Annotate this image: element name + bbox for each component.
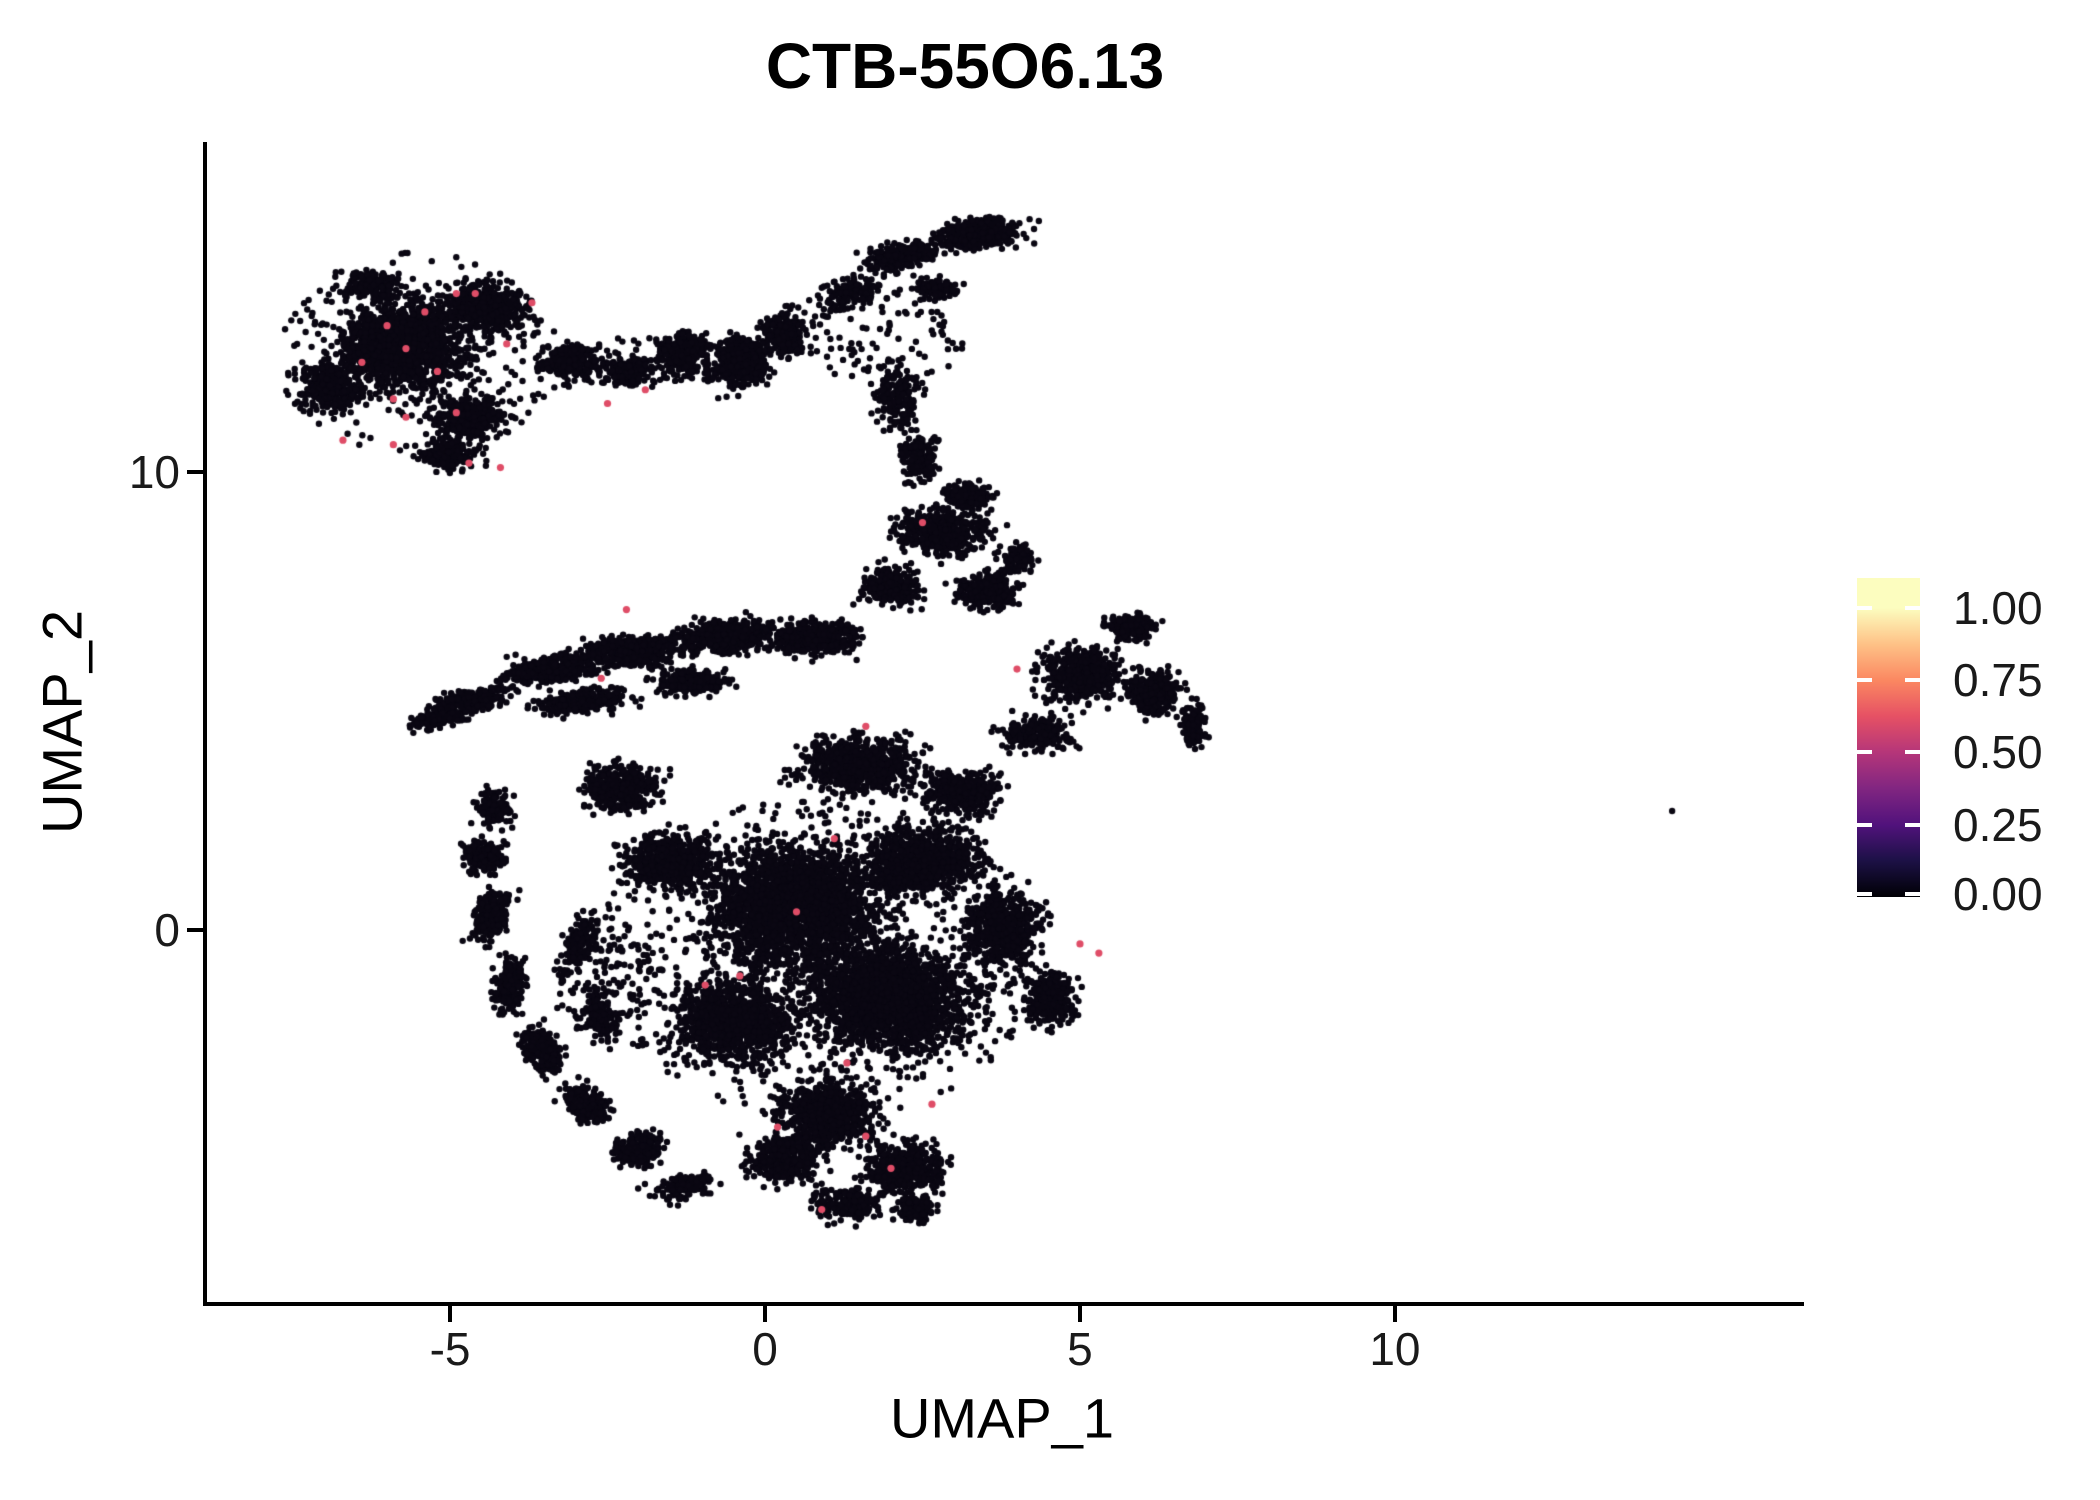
x-tick-mark <box>763 1306 767 1322</box>
colorbar-tick-notch <box>1857 891 1872 896</box>
y-axis-title: UMAP_2 <box>30 609 94 835</box>
x-tick-label: 5 <box>1067 1323 1093 1375</box>
colorbar-tick-notch <box>1857 749 1872 754</box>
y-tick-label: 0 <box>154 904 180 957</box>
colorbar-tick-label: 0.50 <box>1953 725 2043 778</box>
y-tick-label: 10 <box>128 446 180 499</box>
colorbar-legend <box>1857 578 1920 897</box>
colorbar-tick-label: 0.75 <box>1953 654 2043 707</box>
x-tick-mark <box>448 1306 453 1322</box>
colorbar-tick-label: 0.00 <box>1953 867 2043 920</box>
x-tick-label: 10 <box>1369 1323 1421 1375</box>
colorbar-tick-notch <box>1905 822 1920 827</box>
colorbar-tick-notch <box>1905 678 1920 683</box>
x-tick-mark <box>1077 1306 1082 1322</box>
colorbar-tick-notch <box>1857 822 1872 827</box>
x-axis-line <box>203 1302 1804 1306</box>
y-axis-line <box>203 142 207 1306</box>
figure-title: CTB-55O6.13 <box>765 30 1165 102</box>
y-tick-mark <box>187 928 203 933</box>
x-tick-label: 0 <box>752 1323 778 1375</box>
colorbar-tick-label: 0.25 <box>1953 798 2043 851</box>
colorbar-tick-notch <box>1857 605 1872 610</box>
colorbar-tick-notch <box>1905 891 1920 896</box>
colorbar-tick-notch <box>1905 749 1920 754</box>
colorbar-tick-notch <box>1857 678 1872 683</box>
x-tick-label: -5 <box>429 1323 471 1375</box>
y-tick-mark <box>187 470 203 475</box>
colorbar-tick-notch <box>1905 605 1920 610</box>
x-tick-mark <box>1392 1306 1397 1322</box>
colorbar-tick-label: 1.00 <box>1953 581 2043 634</box>
x-axis-title: UMAP_1 <box>889 1386 1115 1450</box>
colorbar-gradient <box>1857 578 1920 897</box>
